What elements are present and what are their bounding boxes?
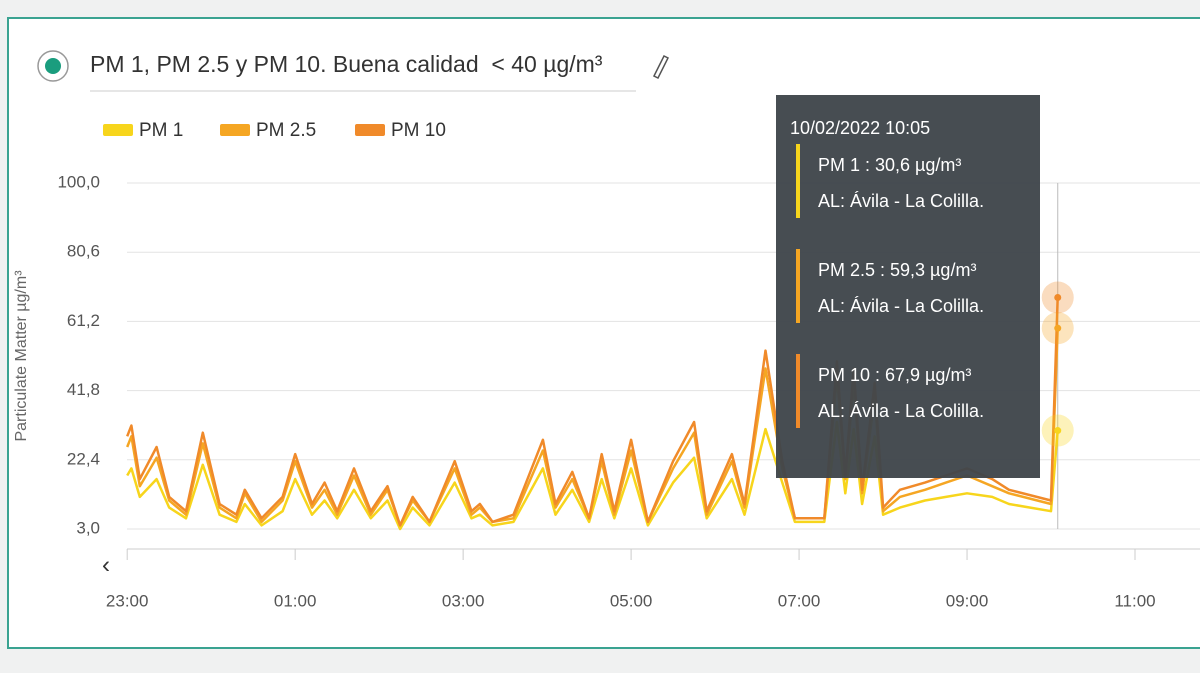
tooltip-box (776, 95, 1040, 478)
x-tick-label: 01:00 (274, 591, 317, 610)
y-axis-label: Particulate Matter µg/m³ (13, 270, 30, 442)
legend-swatch (355, 124, 385, 136)
tooltip-station: AL: Ávila - La Colilla. (818, 296, 984, 316)
y-tick-label: 22,4 (67, 449, 100, 468)
legend-label: PM 1 (139, 120, 183, 141)
hover-point (1054, 294, 1062, 302)
x-tick-label: 23:00 (106, 591, 149, 610)
tooltip-station: AL: Ávila - La Colilla. (818, 401, 984, 421)
legend-swatch (220, 124, 250, 136)
x-tick-label: 09:00 (946, 591, 989, 610)
edit-icon[interactable] (652, 54, 670, 80)
radio-dot (45, 58, 61, 74)
x-tick-label: 11:00 (1114, 591, 1155, 610)
y-tick-label: 80,6 (67, 242, 100, 261)
chart-title: PM 1, PM 2.5 y PM 10. Buena calidad < 40… (90, 51, 603, 77)
scroll-left[interactable]: ‹ (102, 551, 110, 578)
hover-point (1054, 427, 1062, 435)
legend-swatch (103, 124, 133, 136)
tooltip-station: AL: Ávila - La Colilla. (818, 191, 984, 211)
x-tick-label: 05:00 (610, 591, 653, 610)
tooltip-value: PM 1 : 30,6 µg/m³ (818, 155, 961, 175)
legend-label: PM 2.5 (256, 120, 316, 141)
tooltip-value: PM 10 : 67,9 µg/m³ (818, 365, 971, 385)
tooltip-header: 10/02/2022 10:05 (790, 118, 930, 138)
y-tick-label: 41,8 (67, 380, 100, 399)
hover-point (1054, 324, 1062, 332)
x-tick-label: 07:00 (778, 591, 821, 610)
y-tick-label: 3,0 (76, 518, 100, 537)
y-tick-label: 100,0 (57, 172, 100, 191)
tooltip-value: PM 2.5 : 59,3 µg/m³ (818, 260, 976, 280)
y-tick-label: 61,2 (67, 311, 100, 330)
x-tick-label: 03:00 (442, 591, 485, 610)
legend-label: PM 10 (391, 120, 446, 141)
